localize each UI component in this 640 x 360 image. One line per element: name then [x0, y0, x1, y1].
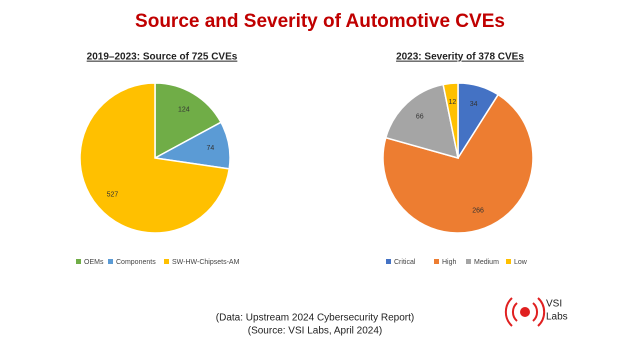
legend-label: High — [442, 259, 457, 266]
legend-swatch — [466, 259, 471, 264]
pie-slice — [154, 82, 222, 160]
legend-label: SW-HW-Chipsets-AM — [172, 259, 240, 266]
legend-swatch — [108, 259, 113, 264]
legend-swatch — [434, 259, 439, 264]
chart-title: 2023: Severity of 378 CVEs — [396, 52, 524, 63]
legend-label: Medium — [474, 259, 499, 266]
legend-swatch — [164, 259, 169, 264]
footer-line: (Source: VSI Labs, April 2024) — [248, 326, 383, 337]
logo-waves — [504, 297, 546, 327]
data-label: 527 — [107, 192, 119, 199]
logo-text: VSI — [546, 299, 562, 310]
chart-title: 2019–2023: Source of 725 CVEs — [87, 52, 238, 63]
data-label: 12 — [449, 99, 457, 106]
data-label: 66 — [416, 114, 424, 121]
legend-swatch — [506, 259, 511, 264]
pie-slice — [382, 93, 534, 234]
pie-slice — [442, 82, 459, 159]
logo-text: Labs — [546, 312, 568, 323]
data-label: 266 — [472, 207, 484, 214]
legend-label: Low — [514, 259, 528, 266]
legend-swatch — [76, 259, 81, 264]
legend-label: OEMs — [84, 259, 104, 266]
logo-dot — [520, 307, 530, 317]
data-label: 34 — [470, 101, 478, 108]
data-label: 124 — [178, 107, 190, 114]
legend-label: Critical — [394, 259, 416, 266]
pie-slice — [79, 82, 231, 234]
slide-title: Source and Severity of Automotive CVEs — [135, 11, 505, 32]
data-label: 74 — [206, 145, 214, 152]
legend-label: Components — [116, 259, 156, 266]
logo: VSI Labs — [504, 297, 568, 327]
legend-swatch — [386, 259, 391, 264]
pie-slice — [384, 83, 459, 160]
footer-line: (Data: Upstream 2024 Cybersecurity Repor… — [216, 313, 414, 324]
